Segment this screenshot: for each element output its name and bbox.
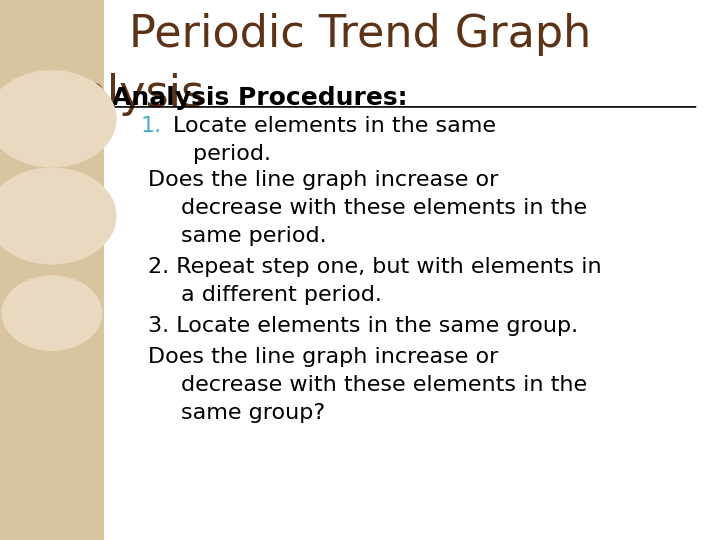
Text: a different period.: a different period. <box>181 285 382 305</box>
Text: 2. Repeat step one, but with elements in: 2. Repeat step one, but with elements in <box>148 257 601 277</box>
Text: Analysis: Analysis <box>22 73 204 116</box>
Text: Does the line graph increase or: Does the line graph increase or <box>148 170 498 190</box>
Text: same period.: same period. <box>181 226 327 246</box>
Text: Does the line graph increase or: Does the line graph increase or <box>148 347 498 367</box>
Text: decrease with these elements in the: decrease with these elements in the <box>181 375 588 395</box>
Text: period.: period. <box>193 144 271 164</box>
Text: Periodic Trend Graph: Periodic Trend Graph <box>129 14 591 57</box>
Text: Analysis Procedures:: Analysis Procedures: <box>112 86 407 110</box>
Text: same group?: same group? <box>181 403 325 423</box>
Text: 1.: 1. <box>140 116 161 136</box>
Text: 3. Locate elements in the same group.: 3. Locate elements in the same group. <box>148 316 577 336</box>
Text: decrease with these elements in the: decrease with these elements in the <box>181 198 588 218</box>
Text: Locate elements in the same: Locate elements in the same <box>173 116 496 136</box>
